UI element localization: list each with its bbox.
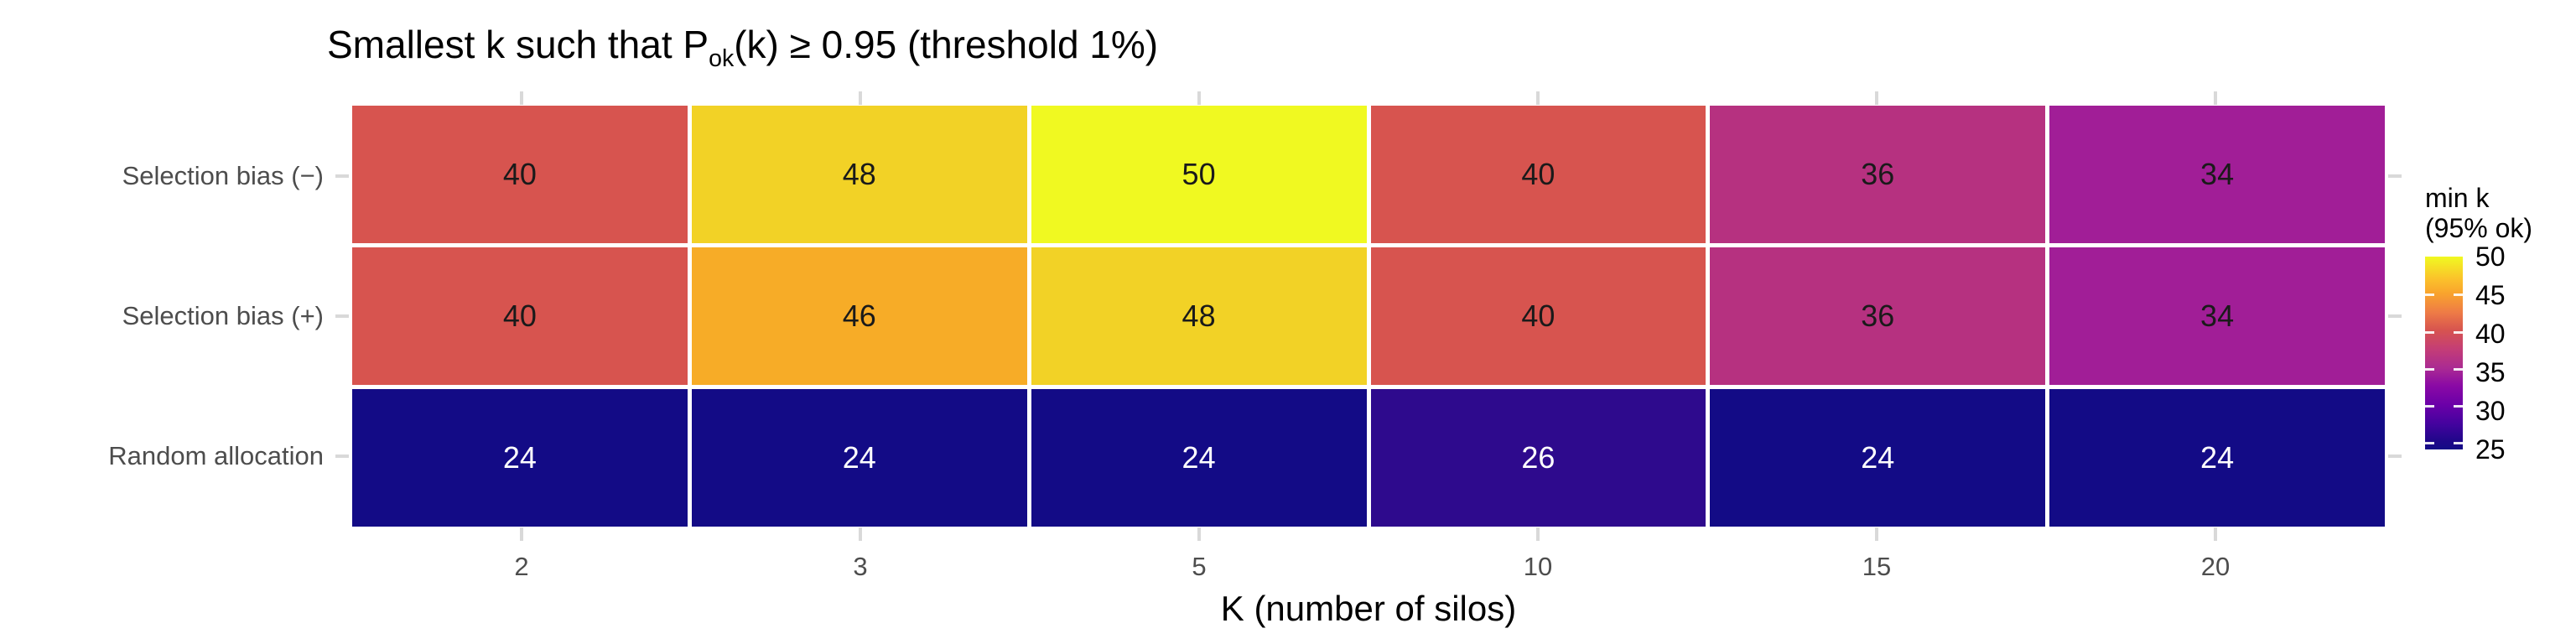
colorbar-tick	[2454, 442, 2463, 445]
axis-tick	[335, 314, 349, 318]
x-axis-label: 2	[514, 552, 529, 581]
y-axis-label: Selection bias (+)	[122, 300, 324, 330]
y-axis-label: Random allocation	[108, 441, 324, 471]
y-axis-ticks-right	[2388, 106, 2402, 527]
x-axis-label: 3	[853, 552, 868, 581]
y-axis-ticks-left	[335, 106, 349, 527]
legend-labels: 50 45 40 35 30 25	[2475, 242, 2506, 464]
heatmap-cell: 26	[1370, 389, 1706, 527]
x-axis-label: 5	[1192, 552, 1207, 581]
colorbar-tick	[2425, 367, 2434, 371]
chart-title: Smallest k such that Pok(k) ≥ 0.95 (thre…	[327, 22, 1158, 73]
axis-tick	[520, 91, 523, 105]
axis-tick	[2388, 174, 2402, 178]
axis-tick	[335, 174, 349, 178]
axis-tick	[1197, 91, 1201, 105]
axis-tick	[2388, 454, 2402, 459]
heatmap-panel: 40 48 50 40 36 34 40 46 48 40 36 34 24 2…	[352, 106, 2385, 527]
axis-tick	[2214, 527, 2217, 541]
legend-label: 30	[2475, 396, 2506, 426]
chart-title-subscript: ok	[709, 45, 735, 73]
chart-title-prefix: Smallest k such that P	[327, 23, 709, 66]
heatmap-cell: 34	[2049, 106, 2385, 243]
axis-tick	[859, 527, 862, 541]
axis-tick	[2388, 314, 2402, 318]
heatmap-cell: 24	[352, 389, 688, 527]
legend-title-line1: min k	[2425, 183, 2490, 213]
axis-tick	[1536, 527, 1540, 541]
colorbar-tick	[2425, 404, 2434, 408]
heatmap-cell: 24	[1031, 389, 1367, 527]
axis-tick	[520, 527, 523, 541]
y-axis-labels: Selection bias (−) Selection bias (+) Ra…	[0, 106, 324, 527]
heatmap-cell: 36	[1710, 247, 2046, 385]
x-axis-label: 20	[2200, 552, 2231, 581]
legend-label: 40	[2475, 319, 2506, 349]
axis-tick	[859, 91, 862, 105]
legend-label: 25	[2475, 434, 2506, 465]
heatmap-cell: 46	[691, 247, 1027, 385]
colorbar-tick	[2454, 367, 2463, 371]
legend-colorbar	[2425, 257, 2463, 449]
heatmap-cell: 40	[1370, 106, 1706, 243]
heatmap-cell: 24	[1710, 389, 2046, 527]
y-axis-label: Selection bias (−)	[122, 160, 324, 190]
legend-label: 45	[2475, 280, 2506, 310]
heatmap-cell: 40	[352, 247, 688, 385]
chart-title-suffix: (k) ≥ 0.95 (threshold 1%)	[734, 23, 1159, 66]
colorbar-tick	[2454, 404, 2463, 408]
axis-tick	[335, 454, 349, 459]
axis-tick	[1875, 91, 1878, 105]
colorbar-tick	[2425, 293, 2434, 297]
heatmap-cell: 24	[2049, 389, 2385, 527]
legend-label: 35	[2475, 357, 2506, 387]
heatmap-cell: 40	[352, 106, 688, 243]
x-axis-labels: 2 3 5 10 15 20	[352, 552, 2385, 582]
legend-label: 50	[2475, 242, 2506, 272]
heatmap-cell: 24	[691, 389, 1027, 527]
axis-tick	[1197, 527, 1201, 541]
axis-tick	[1536, 91, 1540, 105]
colorbar-tick	[2425, 330, 2434, 334]
x-axis-ticks-bottom	[352, 527, 2385, 541]
heatmap-cell: 34	[2049, 247, 2385, 385]
legend-title-line2: (95% ok)	[2425, 213, 2533, 243]
axis-tick	[1875, 527, 1878, 541]
heatmap-cell: 50	[1031, 106, 1367, 243]
colorbar-tick	[2454, 293, 2463, 297]
colorbar-tick	[2425, 442, 2434, 445]
x-axis-label: 10	[1523, 552, 1553, 581]
heatmap-cell: 40	[1370, 247, 1706, 385]
axis-tick	[2214, 91, 2217, 105]
heatmap-cell: 48	[1031, 247, 1367, 385]
colorbar-tick	[2454, 330, 2463, 334]
heatmap-cell: 36	[1710, 106, 2046, 243]
legend-title: min k (95% ok)	[2425, 183, 2576, 243]
legend: min k (95% ok) 50 45 40 35 30 25	[2425, 183, 2576, 464]
x-axis-title: K (number of silos)	[1220, 589, 1517, 628]
x-axis-label: 15	[1862, 552, 1892, 581]
x-axis-ticks-top	[352, 91, 2385, 105]
heatmap-cell: 48	[691, 106, 1027, 243]
